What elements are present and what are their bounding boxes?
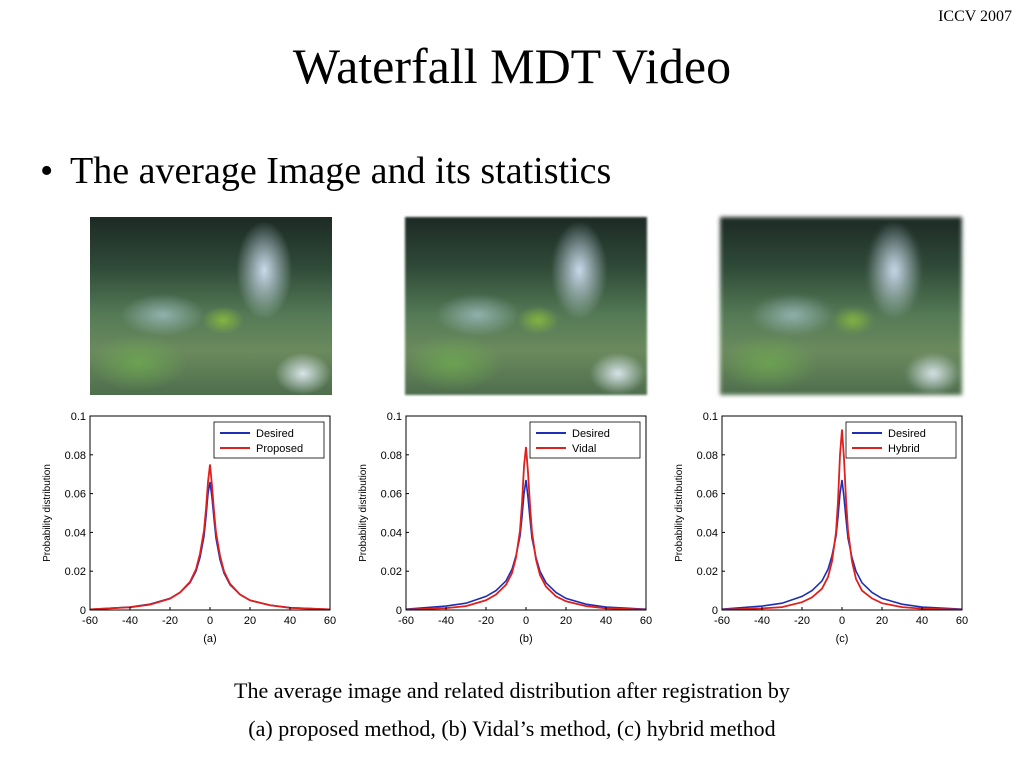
series-line-proposed	[89, 464, 331, 611]
y-tick-label: 0.1	[71, 411, 86, 423]
x-tick-label: 60	[956, 615, 968, 627]
x-tick-label: 20	[560, 615, 572, 627]
y-axis-label: Probability distribution	[358, 464, 369, 562]
x-tick-label: -40	[754, 615, 770, 627]
conference-label: ICCV 2007	[938, 8, 1012, 25]
legend-box	[845, 421, 957, 459]
figure-caption-line-2: (a) proposed method, (b) Vidal’s method,…	[248, 716, 776, 741]
x-tick-label: 20	[244, 615, 256, 627]
x-tick-label: 60	[640, 615, 652, 627]
y-tick-label: 0.02	[381, 566, 402, 578]
x-tick-label: 60	[324, 615, 336, 627]
x-axis-label: (a)	[203, 633, 216, 645]
legend-box	[213, 421, 325, 459]
slide-title: Waterfall MDT Video	[292, 38, 732, 94]
bullet-point: • The average Image and its statistics	[40, 148, 611, 194]
figure-caption-line-1: The average image and related distributi…	[234, 678, 790, 703]
average-image-a	[90, 217, 332, 395]
y-tick-label: 0.06	[65, 489, 86, 501]
legend-label: Desired	[572, 428, 610, 440]
legend-label: Desired	[888, 428, 926, 440]
series-line-hybrid	[721, 429, 963, 611]
series-line-desired	[89, 481, 331, 611]
y-tick-label: 0.04	[381, 527, 402, 539]
x-tick-label: -40	[122, 615, 138, 627]
x-tick-label: 40	[916, 615, 928, 627]
x-tick-label: -40	[438, 615, 454, 627]
series-line-vidal	[405, 446, 647, 611]
y-tick-label: 0	[712, 605, 718, 617]
distribution-plot-b: -60 -40 -20 0 20 40 60 0 0.02 0.04 0.06 0.08 0.1 (b) P…	[352, 402, 652, 660]
legend-label: Hybrid	[888, 443, 920, 455]
x-tick-label: -60	[714, 615, 730, 627]
x-tick-label: -20	[478, 615, 494, 627]
series-line-desired	[721, 479, 963, 610]
y-tick-label: 0.04	[65, 527, 86, 539]
y-tick-label: 0.1	[703, 411, 718, 423]
x-tick-label: -20	[794, 615, 810, 627]
distribution-plot-c: -60 -40 -20 0 20 40 60 0 0.02 0.04 0.06 0.08 0.1 (c) P…	[668, 402, 968, 660]
x-tick-label: -20	[162, 615, 178, 627]
x-tick-label: 0	[207, 615, 213, 627]
x-axis-label: (b)	[519, 633, 532, 645]
series-line-desired	[405, 479, 647, 610]
x-axis-label: (c)	[836, 633, 849, 645]
x-tick-label: -60	[82, 615, 98, 627]
x-tick-label: -60	[398, 615, 414, 627]
y-tick-label: 0.06	[697, 489, 718, 501]
y-tick-label: 0.08	[381, 450, 402, 462]
bullet-icon: •	[40, 150, 54, 192]
legend-label: Desired	[256, 428, 294, 440]
distribution-plot-a: -60 -40 -20 0 20 40 60 0 0.02 0.04 0.06 0.08 0.1 (a) P…	[36, 402, 336, 660]
x-tick-label: 20	[876, 615, 888, 627]
y-tick-label: 0.06	[381, 489, 402, 501]
bullet-text: The average Image and its statistics	[70, 150, 612, 192]
y-tick-label: 0.08	[697, 450, 718, 462]
legend-label: Proposed	[256, 443, 303, 455]
legend-box	[529, 421, 641, 459]
y-axis-label: Probability distribution	[42, 464, 53, 562]
x-tick-label: 0	[523, 615, 529, 627]
average-image-c	[720, 217, 962, 395]
x-tick-label: 0	[839, 615, 845, 627]
y-tick-label: 0.02	[65, 566, 86, 578]
average-image-b	[405, 217, 647, 395]
x-tick-label: 40	[284, 615, 296, 627]
y-tick-label: 0	[80, 605, 86, 617]
legend-label: Vidal	[572, 443, 596, 455]
y-tick-label: 0.02	[697, 566, 718, 578]
y-tick-label: 0.08	[65, 450, 86, 462]
y-tick-label: 0.1	[387, 411, 402, 423]
y-tick-label: 0.04	[697, 527, 718, 539]
x-tick-label: 40	[600, 615, 612, 627]
y-tick-label: 0	[396, 605, 402, 617]
y-axis-label: Probability distribution	[674, 464, 685, 562]
